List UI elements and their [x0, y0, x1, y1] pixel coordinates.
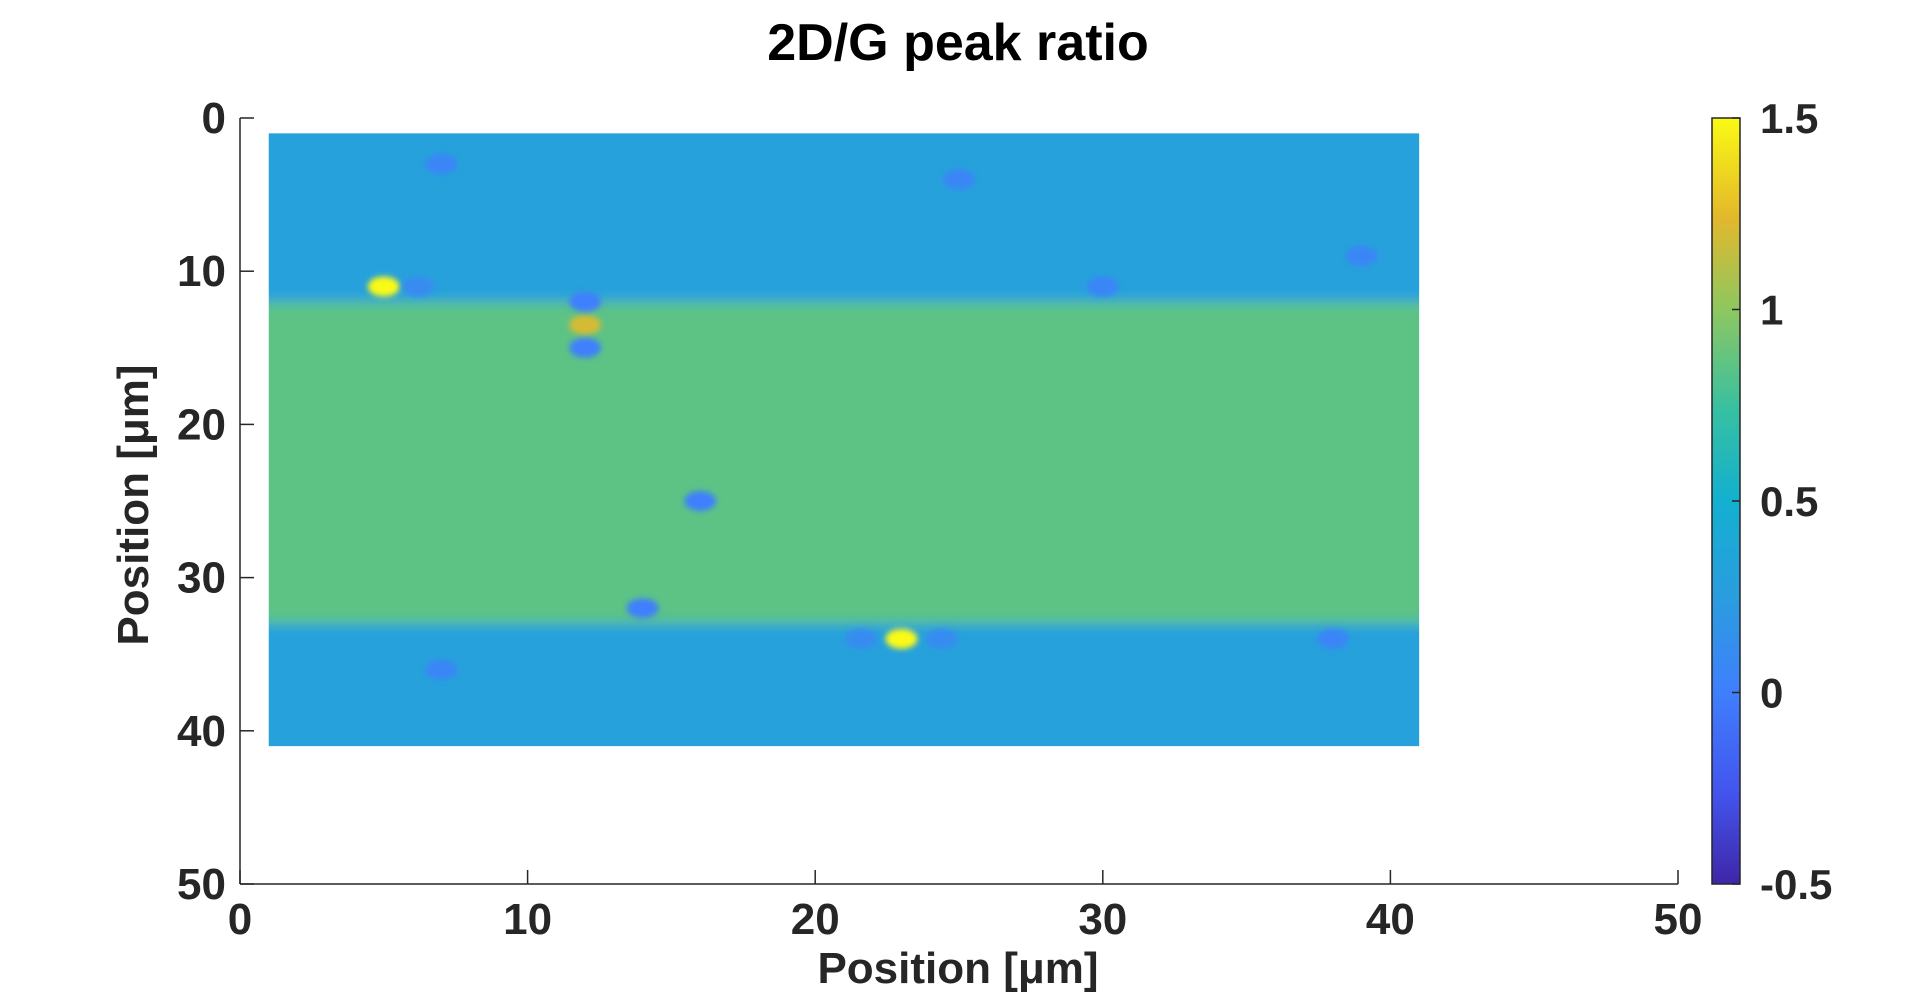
heatmap-region: [268, 623, 1420, 747]
plot-axes: [239, 117, 1679, 885]
heatmap-spot: [1316, 628, 1349, 649]
heatmap-spot: [425, 153, 458, 174]
colorbar-tick-label: 0: [1760, 670, 1783, 717]
y-tick-labels: 0 10 20 30 40 50: [177, 94, 226, 909]
colorbar-tick-label: -0.5: [1760, 861, 1832, 908]
x-tick-label: 0: [228, 895, 252, 944]
y-axis-label: Position [μm]: [109, 364, 158, 645]
heatmap-spot: [925, 628, 958, 649]
y-tick-label: 40: [177, 707, 226, 756]
heatmap-region: [268, 301, 1420, 624]
x-tick-label: 30: [1078, 895, 1127, 944]
colorbar-tick-labels: 1.5 1 0.5 0 -0.5: [1732, 95, 1832, 908]
heatmap-spot: [367, 276, 400, 297]
chart-title: 2D/G peak ratio: [767, 14, 1148, 72]
x-tick-labels: 0 10 20 30 40 50: [228, 895, 1703, 944]
heatmap-spot: [943, 169, 975, 190]
heatmap-spot: [1086, 276, 1119, 297]
x-tick-label: 50: [1654, 895, 1703, 944]
heatmap-spot: [845, 628, 878, 649]
colorbar-tick-label: 0.5: [1760, 478, 1818, 525]
x-tick-label: 10: [503, 895, 552, 944]
x-axis-label: Position [μm]: [817, 944, 1098, 993]
colorbar-tick-label: 1.5: [1760, 95, 1818, 142]
y-tick-label: 0: [202, 94, 226, 143]
colorbar: 1.5 1 0.5 0 -0.5: [1711, 95, 1832, 908]
heatmap-spot: [402, 276, 435, 297]
heatmap-spot: [626, 598, 659, 619]
heatmap-region: [268, 133, 1420, 302]
heatmap-image: [268, 133, 1420, 747]
x-tick-label: 20: [791, 895, 840, 944]
heatmap-spot: [569, 291, 602, 312]
heatmap-spot: [569, 314, 602, 335]
y-tick-label: 10: [177, 247, 226, 296]
y-tick-label: 50: [177, 860, 226, 909]
y-tick-label: 30: [177, 554, 226, 603]
heatmap-spot: [1345, 245, 1378, 266]
heatmap-spot: [425, 659, 458, 680]
x-tick-label: 40: [1366, 895, 1415, 944]
heatmap-spot: [684, 491, 717, 511]
y-tick-label: 20: [177, 400, 226, 449]
heatmap-spot: [885, 628, 918, 649]
colorbar-tick-label: 1: [1760, 287, 1783, 334]
heatmap-spot: [569, 337, 602, 358]
